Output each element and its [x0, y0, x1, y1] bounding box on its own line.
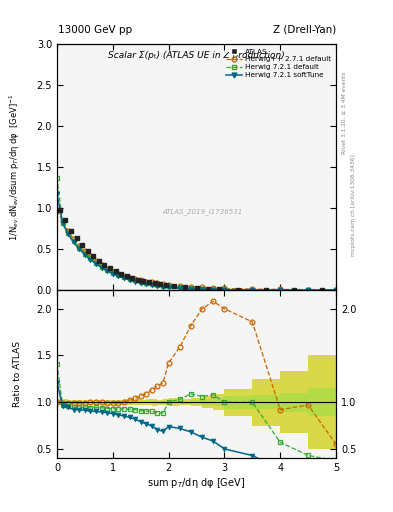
X-axis label: sum p$_T$/dη dφ [GeV]: sum p$_T$/dη dφ [GeV]: [147, 476, 246, 490]
Bar: [163, 399, 169, 406]
Bar: [130, 401, 135, 403]
Bar: [113, 271, 118, 272]
Bar: [308, 355, 336, 449]
Bar: [252, 395, 280, 409]
Bar: [224, 389, 252, 416]
Bar: [68, 229, 74, 232]
Bar: [74, 399, 79, 405]
Bar: [202, 396, 213, 408]
Bar: [107, 400, 113, 404]
Bar: [146, 399, 152, 405]
Bar: [124, 399, 130, 405]
Bar: [135, 399, 141, 405]
Bar: [113, 400, 118, 404]
Bar: [102, 264, 107, 266]
Bar: [130, 400, 135, 405]
Bar: [224, 396, 252, 409]
Bar: [118, 273, 124, 274]
Bar: [79, 400, 85, 405]
Bar: [85, 399, 90, 405]
Bar: [146, 401, 152, 403]
Bar: [96, 399, 102, 405]
Y-axis label: 1/N$_{ev}$ dN$_{ev}$/dsum p$_T$/dη dφ  [GeV]$^{-1}$: 1/N$_{ev}$ dN$_{ev}$/dsum p$_T$/dη dφ [G…: [8, 93, 22, 241]
Bar: [213, 398, 224, 406]
Bar: [141, 400, 146, 405]
Y-axis label: Ratio to ATLAS: Ratio to ATLAS: [13, 341, 22, 407]
Bar: [141, 401, 146, 403]
Text: Z (Drell-Yan): Z (Drell-Yan): [273, 25, 336, 35]
Text: ATLAS_2019_I1736531: ATLAS_2019_I1736531: [162, 208, 242, 215]
Bar: [124, 401, 130, 403]
Bar: [107, 268, 113, 269]
Bar: [68, 399, 74, 405]
Bar: [130, 278, 135, 279]
Bar: [280, 393, 308, 412]
Bar: [152, 401, 158, 403]
Bar: [62, 218, 68, 222]
Bar: [202, 399, 213, 405]
Bar: [213, 394, 224, 410]
Bar: [252, 379, 280, 425]
Bar: [158, 399, 163, 405]
Bar: [308, 388, 336, 416]
Legend: ATLAS, Herwig++ 2.7.1 default, Herwig 7.2.1 default, Herwig 7.2.1 softTune: ATLAS, Herwig++ 2.7.1 default, Herwig 7.…: [225, 47, 332, 80]
Bar: [191, 398, 202, 407]
Bar: [96, 260, 102, 262]
Bar: [118, 400, 124, 404]
Text: 13000 GeV pp: 13000 GeV pp: [58, 25, 132, 35]
Bar: [96, 402, 102, 403]
Bar: [280, 371, 308, 433]
Bar: [85, 250, 90, 252]
Text: Rivet 3.1.10, ≥ 3.4M events: Rivet 3.1.10, ≥ 3.4M events: [342, 71, 347, 154]
Bar: [158, 401, 163, 403]
Text: mcplots.cern.ch [arXiv:1306.3436]: mcplots.cern.ch [arXiv:1306.3436]: [351, 154, 356, 255]
Bar: [102, 400, 107, 404]
Bar: [169, 401, 180, 403]
Bar: [90, 400, 96, 404]
Bar: [169, 398, 180, 406]
Bar: [180, 399, 191, 405]
Bar: [79, 244, 85, 247]
Bar: [180, 401, 191, 403]
Bar: [90, 255, 96, 258]
Bar: [57, 208, 62, 213]
Bar: [62, 399, 68, 405]
Text: Scalar Σ(pₜ) (ATLAS UE in Z production): Scalar Σ(pₜ) (ATLAS UE in Z production): [108, 51, 285, 60]
Bar: [163, 401, 169, 404]
Bar: [191, 400, 202, 404]
Bar: [74, 237, 79, 240]
Bar: [135, 401, 141, 403]
Bar: [57, 399, 62, 405]
Bar: [152, 399, 158, 406]
